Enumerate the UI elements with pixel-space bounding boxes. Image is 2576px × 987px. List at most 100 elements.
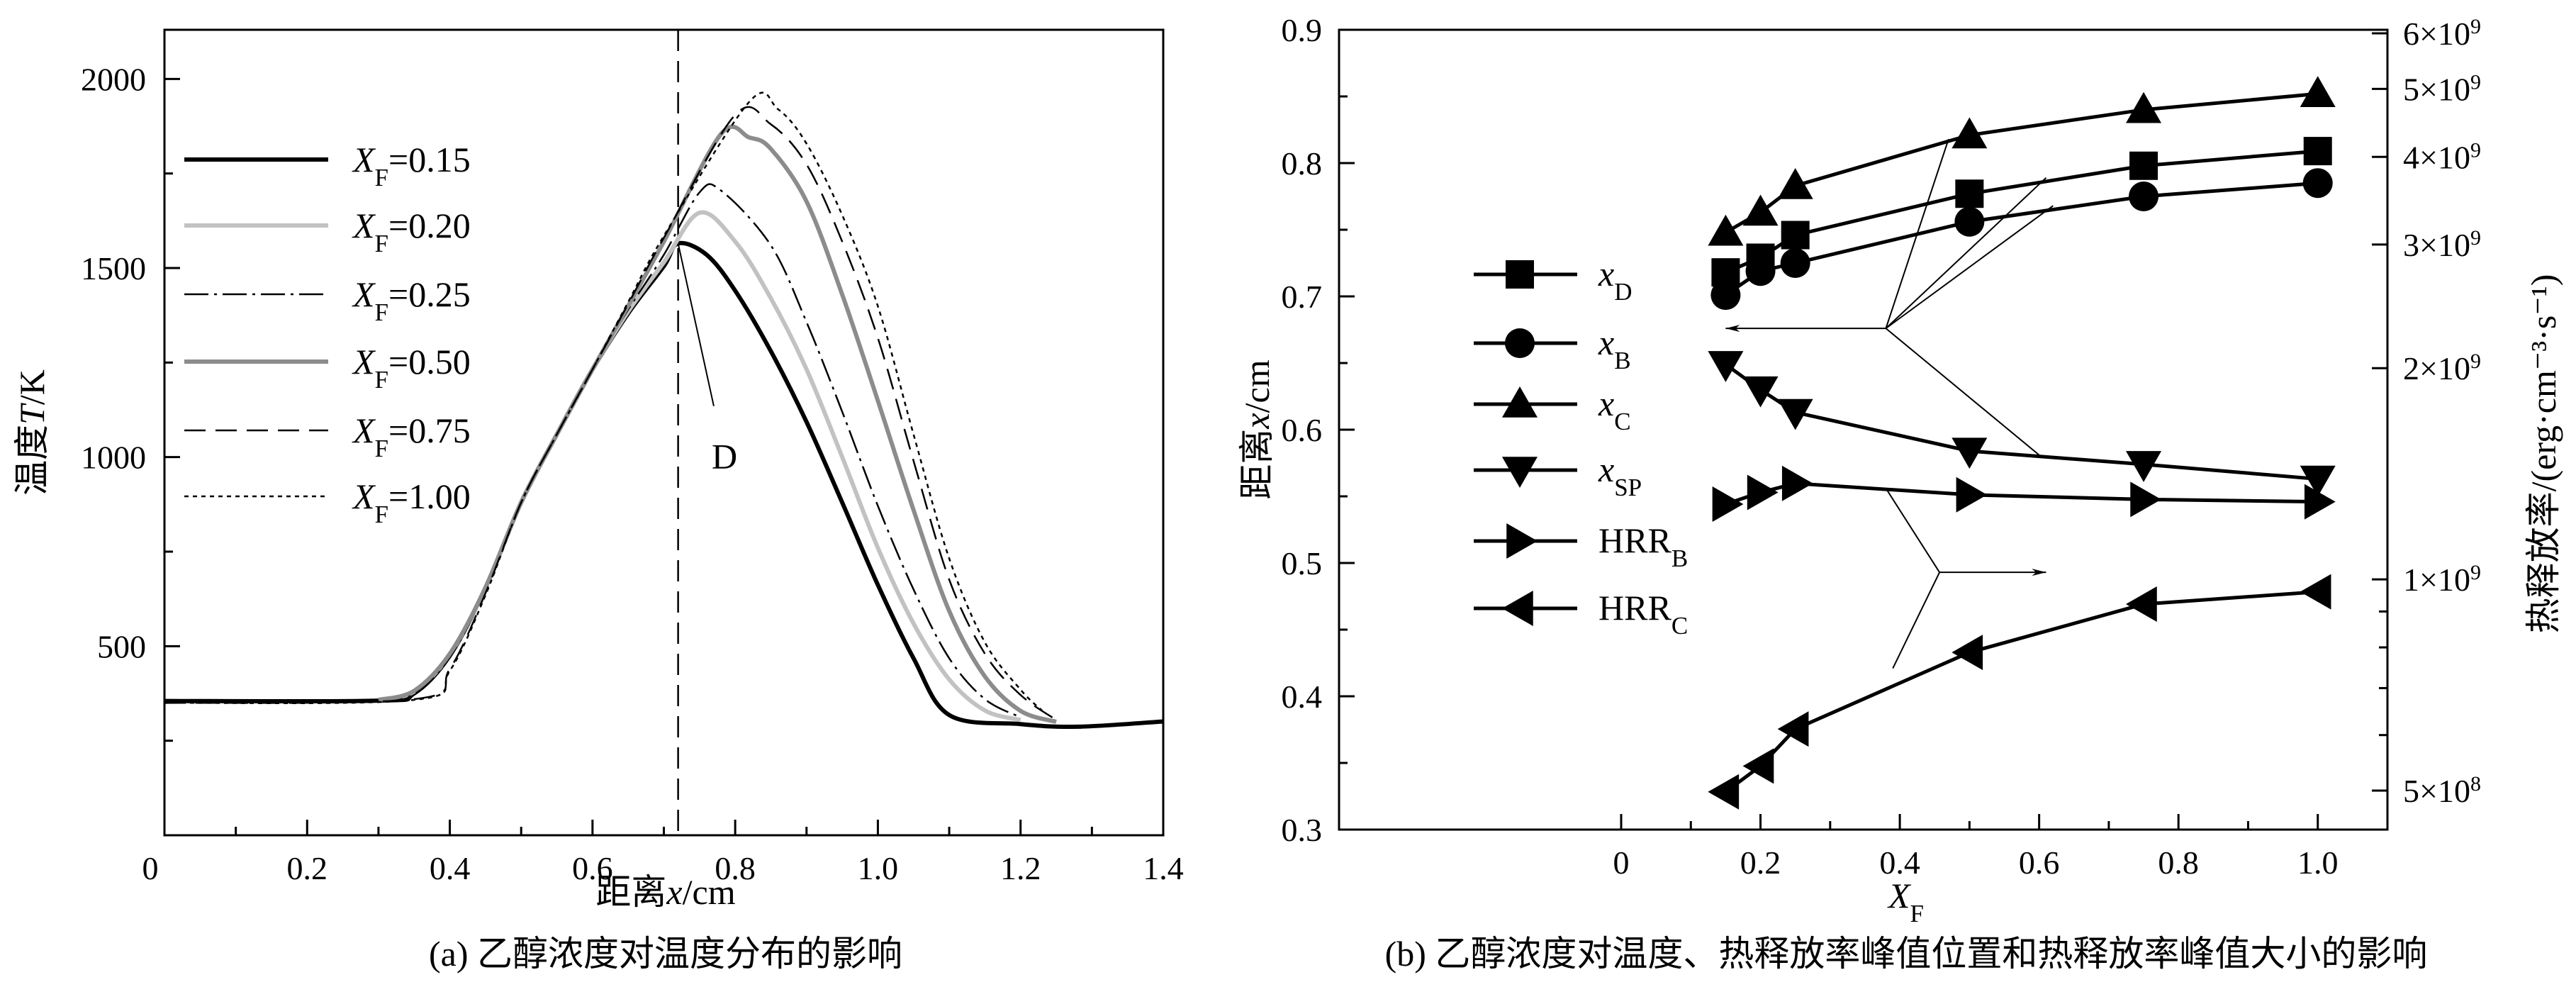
y2-tick-label: 5×108	[2403, 772, 2481, 810]
legend-sub: F	[375, 299, 388, 326]
legend-item: XF=0.75	[352, 411, 471, 462]
series-line-x-sp	[1724, 362, 2318, 481]
y2-tick-exponent: 9	[2470, 70, 2481, 94]
y2-tick-label: 4×109	[2403, 138, 2481, 176]
data-point-x-sp	[1951, 437, 1988, 469]
y-tick-label: 0.6	[1282, 412, 1323, 448]
xlabel-text: 距离	[595, 872, 666, 912]
ylabel-text: 温度	[12, 425, 52, 496]
y2-tick-label: 5×109	[2403, 70, 2481, 108]
y-axis-label: 距离x/cm	[1237, 359, 1277, 499]
plot-frame	[1338, 28, 2389, 831]
x-tick-label: 1.0	[2297, 844, 2339, 881]
y-tick-label: 0.9	[1282, 12, 1323, 48]
y-axis-label: 温度T/K	[12, 369, 52, 496]
ylabel-var: x	[1237, 413, 1277, 429]
legend-sub: B	[1671, 545, 1688, 572]
y2-tick-exponent: 9	[2470, 350, 2481, 373]
series-line-xf-0-20	[378, 210, 1021, 723]
data-point-x-b	[1954, 206, 1985, 237]
data-point-x-c	[1708, 214, 1744, 246]
peak-position-hrr-chart: 0 0.2 0.4 0.6 0.8 1.0 0.3 0.4 0.5 0.6 0.7 0.8 0.9 5×1…	[1237, 12, 2563, 974]
y-tick-label: 1000	[81, 440, 146, 476]
data-point-x-d	[1955, 179, 1984, 208]
data-point-x-c	[1951, 117, 1988, 149]
legend-item-hrr-c: HRRC	[1598, 588, 1688, 640]
legend-var: X	[352, 476, 376, 516]
data-point-x-sp	[1708, 351, 1744, 382]
legend-item-x-sp: xSP	[1598, 450, 1642, 501]
y2-axis-label: 热释放率/(erg·cm⁻³·s⁻¹)	[2524, 274, 2563, 634]
xlabel-var: X	[1887, 876, 1912, 915]
legend-item: XF=1.00	[352, 476, 471, 528]
legend-item: XF=0.20	[352, 206, 471, 257]
series-line-xf-0-50	[378, 124, 1057, 724]
legend-marker-triangle-down	[1502, 457, 1538, 488]
data-point-x-b	[2302, 168, 2333, 199]
data-point-x-b	[1710, 280, 1741, 311]
data-point-hrr-c	[2300, 574, 2331, 610]
legend-sub: D	[1614, 278, 1632, 306]
x-tick-label: 0	[1613, 844, 1630, 881]
y2-tick-label: 1×109	[2403, 561, 2481, 598]
legend-sub: C	[1671, 612, 1688, 640]
legend-item-x-d: xD	[1598, 254, 1632, 306]
y2-tick-mantissa: 1×10	[2403, 562, 2470, 598]
data-point-hrr-b	[2130, 481, 2162, 518]
annotation-leader	[677, 243, 715, 406]
data-point-x-sp	[1742, 376, 1779, 408]
ylabel-unit: /cm	[1237, 359, 1277, 413]
x-tick-label: 0.6	[2019, 844, 2060, 881]
series-line-xf-0-15	[164, 240, 1164, 730]
legend-marker-circle	[1505, 328, 1535, 358]
data-point-hrr-b	[2304, 484, 2336, 520]
data-point-hrr-c	[2126, 586, 2157, 623]
annotation-label-d: D	[712, 437, 737, 476]
series-line-x-c	[1725, 91, 2318, 234]
data-point-hrr-b	[1956, 476, 1988, 513]
legend-sub: SP	[1614, 474, 1642, 501]
legend-var: X	[352, 206, 376, 245]
y2-tick-label: 2×109	[2403, 350, 2481, 387]
legend-name: x	[1598, 254, 1614, 294]
y-tick-label: 0.7	[1282, 279, 1323, 315]
xlabel-var: x	[666, 872, 682, 912]
x-tick-label: 0.2	[1740, 844, 1781, 881]
series-line-hrr-c	[1724, 590, 2318, 793]
y2-tick-exponent: 9	[2470, 225, 2481, 249]
series-line-x-d	[1725, 149, 2318, 274]
annotation-spoke	[1885, 177, 2047, 329]
legend-value: =1.00	[388, 476, 471, 516]
xlabel-sub: F	[1910, 900, 1924, 927]
legend-item-x-c: xC	[1598, 384, 1631, 435]
y2-tick-label: 6×109	[2403, 14, 2481, 51]
legend-item: XF=0.50	[352, 342, 471, 394]
legend-marker-triangle-right	[1506, 523, 1538, 559]
data-point-hrr-c	[1742, 748, 1774, 784]
y2-tick-exponent: 8	[2470, 772, 2481, 796]
legend-value: =0.25	[388, 274, 471, 314]
x-tick-label: 1.0	[858, 850, 899, 886]
legend-name: x	[1598, 384, 1614, 423]
legend-value: =0.75	[388, 411, 471, 450]
y2-tick-mantissa: 5×10	[2403, 71, 2470, 107]
legend-name: x	[1598, 323, 1614, 362]
plot-frame	[163, 28, 1165, 837]
caption-a: (a) 乙醇浓度对温度分布的影响	[429, 934, 902, 974]
data-point-x-sp	[2126, 451, 2162, 482]
data-point-hrr-c	[1951, 635, 1983, 671]
x-tick-label: 0.4	[430, 850, 471, 886]
data-point-x-sp	[1777, 398, 1813, 430]
legend-sub: F	[375, 435, 388, 462]
series-line-xf-0-25	[378, 183, 1021, 718]
series-line-xf-1-00	[164, 91, 1043, 711]
legend-sub: B	[1614, 347, 1630, 374]
legend-var: X	[352, 342, 376, 381]
annotation-spoke	[1885, 488, 1940, 573]
x-tick-label: 0.2	[287, 850, 328, 886]
legend-name: x	[1598, 450, 1614, 489]
data-point-x-d	[2129, 151, 2158, 180]
legend-item: XF=0.25	[352, 274, 471, 326]
data-point-x-c	[2300, 76, 2336, 107]
